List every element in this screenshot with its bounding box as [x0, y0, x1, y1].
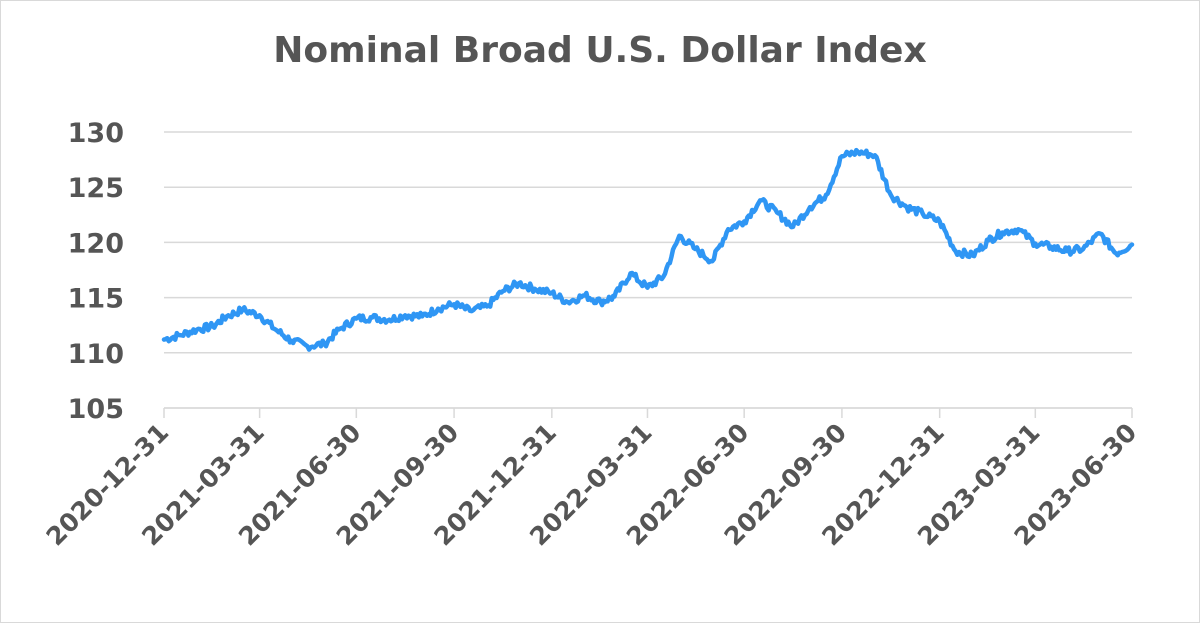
data-point — [305, 344, 309, 348]
data-point — [517, 281, 521, 285]
data-point — [403, 313, 407, 317]
data-point — [420, 314, 424, 318]
data-point — [1049, 245, 1053, 249]
data-point — [550, 291, 554, 295]
x-axis-ticks: 2020-12-312021-03-312021-06-302021-09-30… — [41, 418, 1143, 552]
data-point — [599, 300, 603, 304]
data-point — [1098, 232, 1102, 236]
data-point — [971, 254, 975, 258]
data-point — [628, 271, 632, 275]
data-point — [436, 307, 440, 311]
data-point — [338, 327, 342, 331]
data-point — [1000, 230, 1004, 234]
grid-layer — [163, 131, 1133, 418]
y-axis-ticks: 105 110 115 120 125 130 — [68, 118, 124, 425]
data-point — [274, 328, 278, 332]
data-point — [258, 313, 262, 317]
data-point — [501, 289, 505, 293]
data-point — [1033, 242, 1037, 246]
data-point — [938, 219, 942, 223]
y-tick-label: 105 — [68, 394, 124, 425]
data-point — [987, 238, 991, 242]
y-tick-label: 125 — [68, 173, 124, 204]
data-point — [726, 227, 730, 231]
data-point — [290, 339, 294, 343]
data-point — [921, 212, 925, 216]
data-point — [162, 338, 166, 342]
y-tick-label: 130 — [68, 118, 124, 149]
y-tick-label: 110 — [68, 339, 124, 370]
data-point — [677, 234, 681, 238]
data-point — [791, 225, 795, 229]
data-point — [241, 308, 245, 312]
data-point — [742, 219, 746, 223]
data-point — [775, 211, 779, 215]
data-point — [195, 328, 199, 332]
data-point — [387, 318, 391, 322]
data-point — [613, 294, 617, 298]
data-point — [954, 249, 958, 253]
data-point — [1081, 247, 1085, 251]
data-point — [1114, 251, 1118, 255]
series-layer — [161, 147, 1135, 352]
data-point — [905, 205, 909, 209]
data-point — [211, 324, 215, 328]
data-point — [645, 286, 649, 290]
data-point — [485, 304, 489, 308]
data-point — [758, 198, 762, 202]
data-point — [1130, 243, 1134, 247]
data-point — [566, 300, 570, 304]
data-point — [452, 302, 456, 306]
data-point — [710, 259, 714, 263]
data-point — [856, 150, 860, 154]
data-point — [468, 309, 472, 313]
data-point — [1016, 227, 1020, 231]
data-point — [824, 193, 828, 197]
y-tick-label: 115 — [68, 284, 124, 315]
data-point — [583, 293, 587, 297]
series-line — [161, 147, 1135, 352]
data-point — [354, 317, 358, 321]
data-point — [889, 193, 893, 197]
data-point — [225, 314, 229, 318]
data-point — [840, 154, 844, 158]
data-point — [1065, 249, 1069, 253]
chart-title: Nominal Broad U.S. Dollar Index — [273, 30, 927, 71]
data-point — [693, 247, 697, 251]
data-point — [808, 205, 812, 209]
data-point — [533, 287, 537, 291]
data-point — [873, 153, 877, 157]
data-point — [661, 275, 665, 279]
data-point — [370, 315, 374, 319]
data-point — [178, 333, 182, 337]
data-point — [322, 342, 326, 346]
y-tick-label: 120 — [68, 228, 124, 259]
